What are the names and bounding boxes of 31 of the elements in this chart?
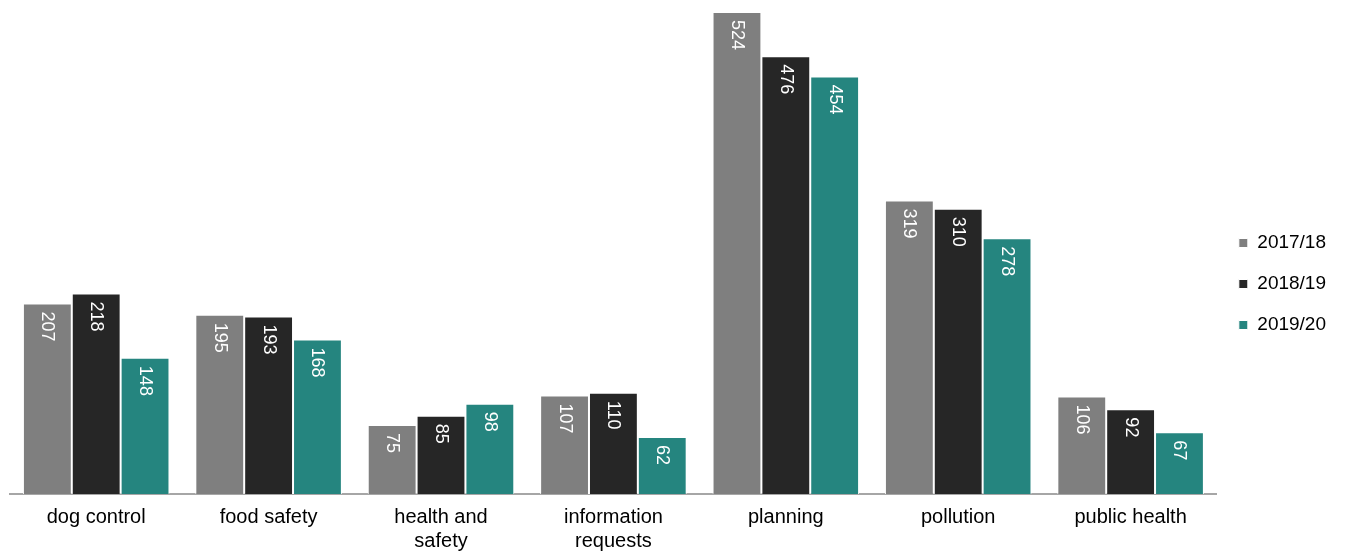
data-label: 106 xyxy=(1072,404,1093,435)
x-tick-label: health and safety xyxy=(394,504,488,551)
data-label: 476 xyxy=(776,64,797,95)
data-label: 319 xyxy=(900,208,921,239)
data-label: 148 xyxy=(136,365,157,396)
data-label: 524 xyxy=(728,20,748,51)
data-label: 218 xyxy=(87,301,108,332)
data-label: 62 xyxy=(653,444,674,465)
data-label: 195 xyxy=(210,322,231,353)
legend-label: 2018/19 xyxy=(1257,272,1327,294)
x-tick-label: dog control xyxy=(46,504,146,527)
data-label: 278 xyxy=(998,246,1019,277)
x-tick-label: pollution xyxy=(920,504,996,527)
x-tick-label: planning xyxy=(748,504,824,527)
data-label: 454 xyxy=(825,84,846,115)
data-label: 92 xyxy=(1121,417,1142,438)
data-label: 168 xyxy=(308,347,329,378)
legend-label: 2019/20 xyxy=(1257,313,1327,335)
data-label: 98 xyxy=(480,411,501,432)
data-label: 107 xyxy=(555,403,576,434)
data-label: 110 xyxy=(604,400,625,430)
x-tick-label: food safety xyxy=(219,504,318,527)
data-label: 67 xyxy=(1170,440,1191,461)
data-label: 193 xyxy=(259,324,280,355)
data-label: 85 xyxy=(432,423,453,444)
legend-label: 2017/18 xyxy=(1257,231,1327,253)
data-label: 310 xyxy=(949,216,970,247)
x-tick-label: information requests xyxy=(563,504,663,551)
data-label: 207 xyxy=(38,311,59,342)
x-tick-label: public health xyxy=(1074,504,1187,527)
data-label: 75 xyxy=(383,433,404,454)
